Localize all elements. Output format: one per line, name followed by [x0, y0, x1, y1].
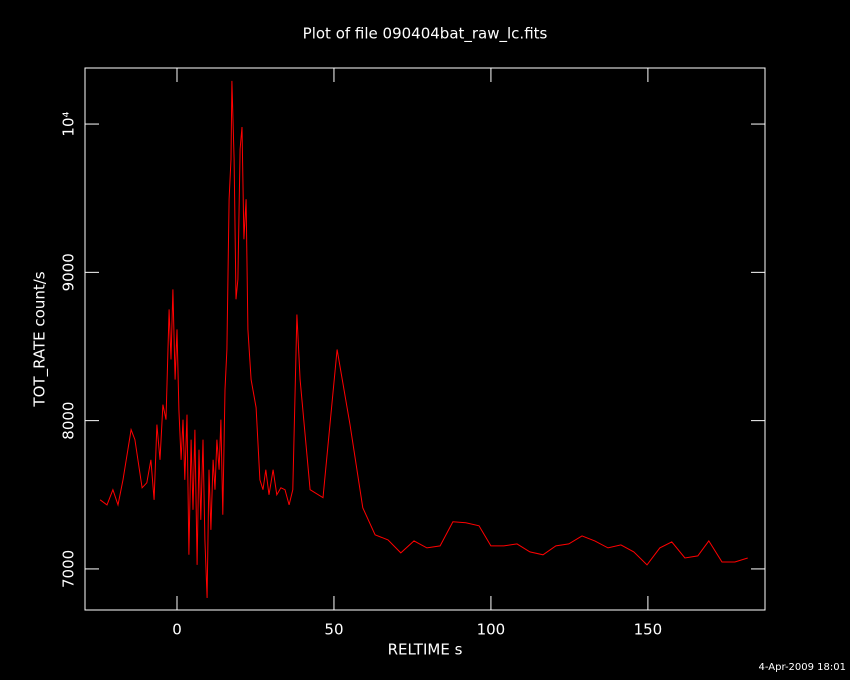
x-tick-label: 150	[634, 621, 663, 639]
x-tick-label: 50	[324, 621, 343, 639]
timestamp: 4-Apr-2009 18:01	[759, 662, 846, 673]
plot-frame	[84, 67, 766, 611]
chart-title: Plot of file 090404bat_raw_lc.fits	[303, 25, 548, 44]
x-tick-label: 0	[172, 621, 182, 639]
y-tick-label: 9000	[60, 253, 78, 291]
x-tick-label: 100	[477, 621, 506, 639]
y-axis-label: TOT_RATE count/s	[31, 271, 50, 407]
y-tick-label: 7000	[60, 550, 78, 588]
y-tick-label: 10⁴	[60, 111, 78, 136]
x-axis-label: RELTIME s	[388, 641, 463, 659]
y-tick-label: 8000	[60, 402, 78, 440]
data-line	[99, 80, 748, 599]
